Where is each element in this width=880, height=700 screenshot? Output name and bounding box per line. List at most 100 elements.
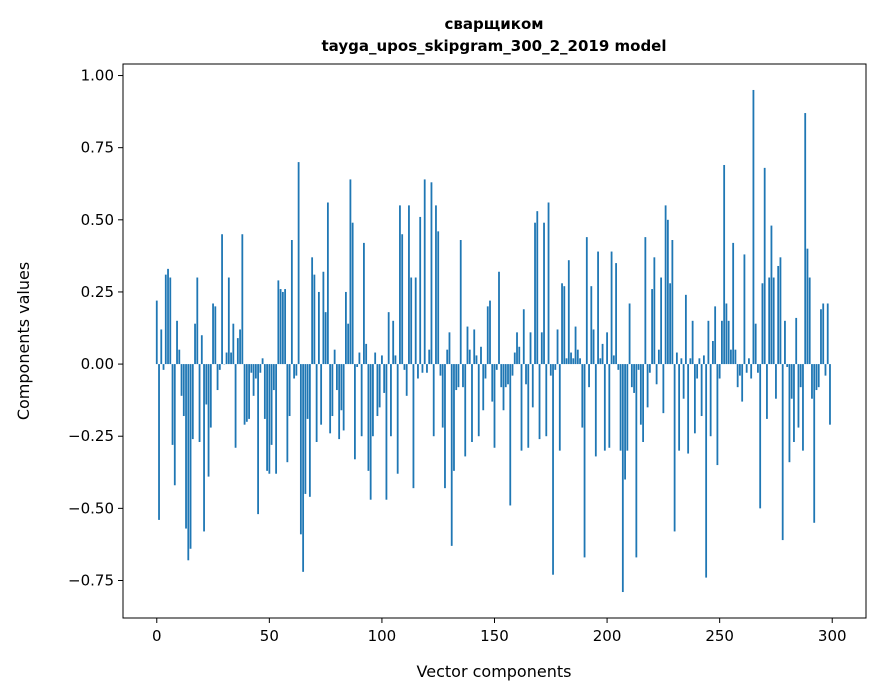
- bar: [667, 220, 669, 364]
- bar: [174, 364, 176, 485]
- bar: [232, 324, 234, 364]
- bar: [210, 364, 212, 427]
- bar: [372, 364, 374, 436]
- bar: [491, 364, 493, 402]
- bar: [557, 329, 559, 364]
- bar: [527, 364, 529, 448]
- bar: [253, 364, 255, 396]
- bar: [716, 364, 718, 465]
- x-tick-label: 250: [705, 627, 734, 645]
- bar: [419, 217, 421, 364]
- bar: [599, 358, 601, 364]
- bar: [782, 364, 784, 540]
- bar: [746, 364, 748, 373]
- bar: [428, 350, 430, 364]
- bar: [489, 301, 491, 364]
- bar: [311, 257, 313, 364]
- bar: [478, 364, 480, 436]
- bar: [293, 364, 295, 378]
- bar: [671, 240, 673, 364]
- bar: [730, 350, 732, 364]
- bar: [712, 341, 714, 364]
- bar: [608, 364, 610, 448]
- bar: [518, 347, 520, 364]
- bar: [316, 364, 318, 442]
- bar: [606, 332, 608, 364]
- bar: [507, 364, 509, 384]
- bar: [257, 364, 259, 514]
- bar: [397, 364, 399, 474]
- bar: [638, 364, 640, 370]
- bar: [217, 364, 219, 390]
- bar: [388, 312, 390, 364]
- bar: [566, 358, 568, 364]
- x-tick-label: 150: [480, 627, 509, 645]
- x-tick-label: 200: [593, 627, 622, 645]
- bar: [172, 364, 174, 445]
- bar: [277, 280, 279, 364]
- bar: [246, 364, 248, 422]
- bar: [379, 364, 381, 407]
- chart-title-line-1: сварщиком: [444, 15, 543, 33]
- bar: [669, 283, 671, 364]
- bar: [199, 364, 201, 442]
- bar: [626, 364, 628, 451]
- bar: [343, 364, 345, 430]
- bar: [512, 364, 514, 376]
- bar: [273, 364, 275, 390]
- bar: [816, 364, 818, 390]
- bar: [811, 364, 813, 399]
- bar: [635, 364, 637, 557]
- bar: [408, 205, 410, 364]
- bar: [658, 350, 660, 364]
- bar: [818, 364, 820, 387]
- bar: [813, 364, 815, 523]
- bar: [570, 353, 572, 365]
- bar: [768, 278, 770, 365]
- bar: [789, 364, 791, 462]
- bar: [203, 364, 205, 531]
- bar: [262, 358, 264, 364]
- bar: [800, 364, 802, 387]
- y-axis: 1.000.750.500.250.00−0.25−0.50−0.75: [68, 67, 123, 590]
- bar: [737, 364, 739, 387]
- bar: [807, 249, 809, 364]
- bar: [735, 350, 737, 364]
- bar: [780, 257, 782, 364]
- bar: [590, 286, 592, 364]
- bar: [410, 278, 412, 365]
- bar: [417, 364, 419, 378]
- bar: [318, 292, 320, 364]
- bar: [514, 353, 516, 365]
- bar: [748, 358, 750, 364]
- bar: [370, 364, 372, 500]
- bar: [750, 364, 752, 378]
- bar: [536, 211, 538, 364]
- bar: [613, 355, 615, 364]
- bar: [622, 364, 624, 592]
- bar: [710, 364, 712, 436]
- bar: [766, 364, 768, 419]
- bar: [579, 358, 581, 364]
- bar: [455, 364, 457, 390]
- bar: [363, 243, 365, 364]
- bar: [687, 364, 689, 453]
- bar: [336, 364, 338, 390]
- bar: [494, 364, 496, 448]
- x-tick-label: 100: [368, 627, 397, 645]
- bar: [401, 234, 403, 364]
- bar: [352, 223, 354, 364]
- bar: [829, 364, 831, 425]
- bar: [568, 260, 570, 364]
- bar: [365, 344, 367, 364]
- bar: [437, 231, 439, 364]
- bar: [633, 364, 635, 393]
- bar: [422, 364, 424, 373]
- bar: [383, 364, 385, 393]
- bar: [665, 205, 667, 364]
- bar: [471, 364, 473, 442]
- bar: [516, 332, 518, 364]
- bar: [802, 364, 804, 451]
- bar: [595, 364, 597, 456]
